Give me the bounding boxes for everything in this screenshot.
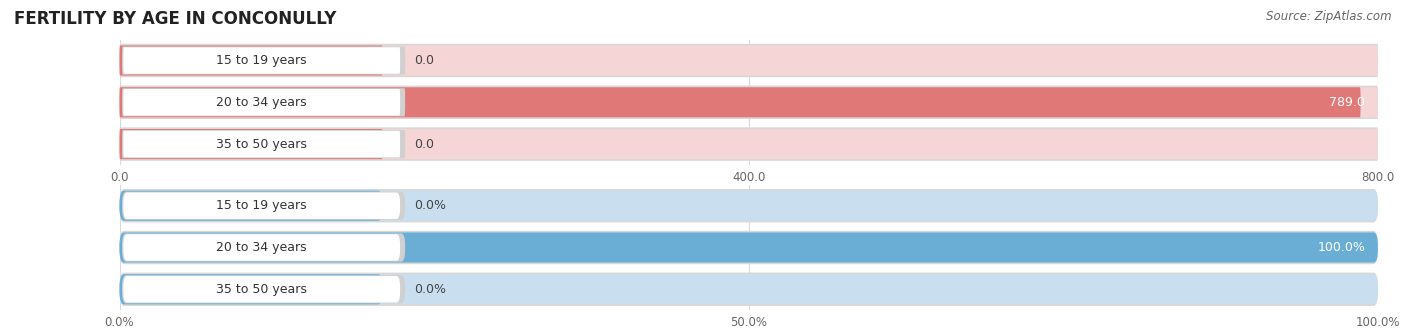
Text: 20 to 34 years: 20 to 34 years bbox=[217, 241, 307, 254]
FancyBboxPatch shape bbox=[124, 89, 401, 116]
FancyBboxPatch shape bbox=[122, 130, 405, 158]
FancyBboxPatch shape bbox=[120, 232, 1378, 263]
FancyBboxPatch shape bbox=[122, 47, 405, 75]
FancyBboxPatch shape bbox=[120, 85, 1378, 119]
FancyBboxPatch shape bbox=[120, 87, 1361, 117]
FancyBboxPatch shape bbox=[120, 46, 382, 76]
Text: Source: ZipAtlas.com: Source: ZipAtlas.com bbox=[1267, 10, 1392, 23]
FancyBboxPatch shape bbox=[124, 47, 401, 74]
Text: 20 to 34 years: 20 to 34 years bbox=[217, 96, 307, 109]
FancyBboxPatch shape bbox=[120, 191, 382, 221]
FancyBboxPatch shape bbox=[120, 129, 382, 159]
FancyBboxPatch shape bbox=[122, 233, 405, 262]
Text: 0.0%: 0.0% bbox=[413, 283, 446, 296]
Text: 0.0%: 0.0% bbox=[413, 199, 446, 212]
FancyBboxPatch shape bbox=[120, 274, 1378, 304]
FancyBboxPatch shape bbox=[120, 273, 1378, 306]
FancyBboxPatch shape bbox=[120, 232, 1378, 263]
Text: 100.0%: 100.0% bbox=[1317, 241, 1365, 254]
Text: 35 to 50 years: 35 to 50 years bbox=[217, 283, 307, 296]
FancyBboxPatch shape bbox=[124, 234, 401, 261]
Text: 0.0: 0.0 bbox=[413, 54, 434, 67]
FancyBboxPatch shape bbox=[120, 191, 1378, 221]
FancyBboxPatch shape bbox=[124, 192, 401, 219]
Text: 15 to 19 years: 15 to 19 years bbox=[217, 199, 307, 212]
Text: 789.0: 789.0 bbox=[1330, 96, 1365, 109]
FancyBboxPatch shape bbox=[124, 276, 401, 303]
FancyBboxPatch shape bbox=[120, 231, 1378, 264]
FancyBboxPatch shape bbox=[122, 192, 405, 220]
Text: 0.0: 0.0 bbox=[413, 138, 434, 150]
Text: FERTILITY BY AGE IN CONCONULLY: FERTILITY BY AGE IN CONCONULLY bbox=[14, 10, 336, 28]
FancyBboxPatch shape bbox=[120, 46, 1378, 76]
FancyBboxPatch shape bbox=[120, 129, 1378, 159]
Text: 35 to 50 years: 35 to 50 years bbox=[217, 138, 307, 150]
FancyBboxPatch shape bbox=[124, 131, 401, 157]
Text: 15 to 19 years: 15 to 19 years bbox=[217, 54, 307, 67]
FancyBboxPatch shape bbox=[120, 274, 382, 304]
FancyBboxPatch shape bbox=[120, 87, 1378, 117]
FancyBboxPatch shape bbox=[120, 189, 1378, 222]
FancyBboxPatch shape bbox=[120, 127, 1378, 161]
FancyBboxPatch shape bbox=[120, 44, 1378, 77]
FancyBboxPatch shape bbox=[122, 88, 405, 116]
FancyBboxPatch shape bbox=[122, 275, 405, 303]
